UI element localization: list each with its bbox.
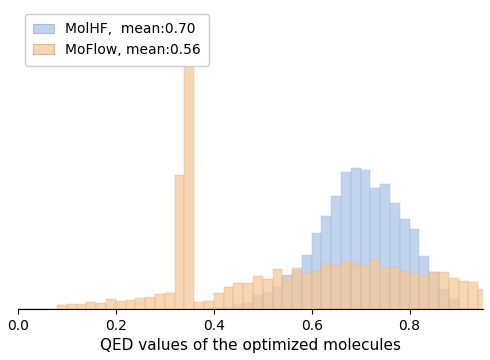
Bar: [263, 279, 272, 309]
Bar: [321, 216, 331, 309]
Bar: [282, 278, 292, 309]
Bar: [223, 307, 233, 309]
Bar: [341, 262, 351, 309]
Bar: [263, 292, 272, 309]
Bar: [86, 302, 96, 309]
Bar: [341, 172, 351, 309]
Bar: [370, 188, 380, 309]
Bar: [253, 276, 263, 309]
Bar: [439, 273, 449, 309]
Bar: [96, 302, 106, 309]
Bar: [67, 304, 76, 309]
Bar: [243, 283, 253, 309]
Bar: [468, 282, 478, 309]
Bar: [233, 304, 243, 309]
X-axis label: QED values of the optimized molecules: QED values of the optimized molecules: [100, 338, 401, 353]
Bar: [331, 265, 341, 309]
Bar: [292, 270, 302, 309]
Bar: [145, 297, 155, 309]
Bar: [459, 307, 468, 309]
Bar: [272, 287, 282, 309]
Bar: [223, 288, 233, 309]
Bar: [292, 268, 302, 309]
Bar: [233, 283, 243, 309]
Bar: [380, 268, 390, 309]
Bar: [312, 271, 321, 309]
Bar: [390, 203, 400, 309]
Bar: [76, 304, 86, 309]
Bar: [410, 273, 419, 309]
Bar: [204, 301, 214, 309]
Bar: [439, 289, 449, 309]
Bar: [243, 303, 253, 309]
Bar: [419, 276, 429, 309]
Bar: [214, 308, 223, 309]
Bar: [282, 275, 292, 309]
Bar: [361, 170, 370, 309]
Bar: [370, 260, 380, 309]
Bar: [488, 298, 490, 309]
Bar: [57, 305, 67, 309]
Bar: [125, 300, 135, 309]
Bar: [155, 294, 165, 309]
Bar: [321, 264, 331, 309]
Bar: [135, 298, 145, 309]
Bar: [194, 302, 204, 309]
Bar: [116, 301, 125, 309]
Bar: [400, 219, 410, 309]
Bar: [478, 289, 488, 309]
Bar: [174, 175, 184, 309]
Bar: [312, 234, 321, 309]
Bar: [351, 168, 361, 309]
Bar: [272, 269, 282, 309]
Bar: [214, 293, 223, 309]
Bar: [302, 255, 312, 309]
Bar: [331, 196, 341, 309]
Bar: [184, 21, 194, 309]
Bar: [429, 272, 439, 309]
Bar: [400, 271, 410, 309]
Bar: [165, 293, 174, 309]
Bar: [449, 278, 459, 309]
Bar: [253, 296, 263, 309]
Bar: [380, 184, 390, 309]
Bar: [302, 273, 312, 309]
Bar: [449, 300, 459, 309]
Bar: [106, 300, 116, 309]
Bar: [361, 266, 370, 309]
Bar: [410, 229, 419, 309]
Bar: [351, 264, 361, 309]
Legend: MolHF,  mean:0.70, MoFlow, mean:0.56: MolHF, mean:0.70, MoFlow, mean:0.56: [25, 14, 209, 66]
Bar: [419, 256, 429, 309]
Bar: [459, 281, 468, 309]
Bar: [390, 267, 400, 309]
Bar: [429, 272, 439, 309]
